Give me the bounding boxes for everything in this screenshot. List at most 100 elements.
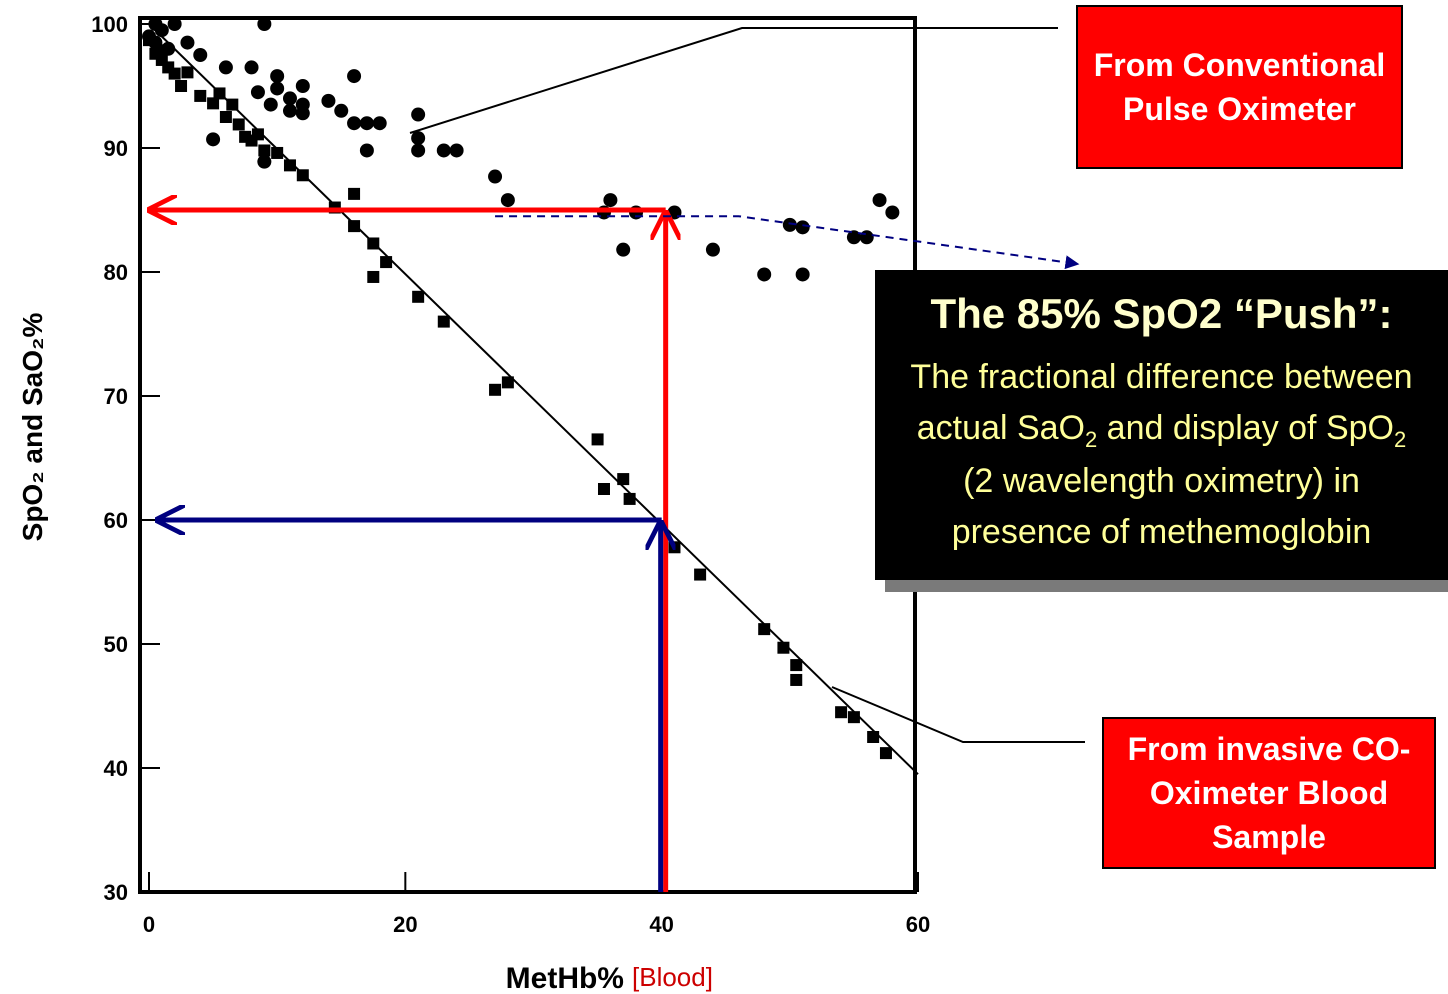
- leader-line-conventional: [409, 27, 1058, 134]
- data-point-circle: [334, 103, 349, 118]
- data-point-circle: [411, 131, 426, 146]
- data-point-circle: [705, 242, 720, 257]
- data-point-square: [213, 87, 226, 100]
- data-point-square: [251, 128, 264, 141]
- data-point-circle: [449, 143, 464, 158]
- push-line-1: The fractional difference between: [910, 358, 1413, 396]
- y-tick-label: 80: [104, 260, 128, 285]
- data-point-circle: [359, 116, 374, 131]
- data-point-square: [245, 134, 258, 147]
- data-point-circle: [782, 217, 797, 232]
- data-point-square: [232, 118, 245, 131]
- data-point-square: [226, 98, 239, 111]
- x-axis-title-suffix: [Blood]: [632, 962, 713, 992]
- push-line-2-sub-1: 2: [1084, 426, 1098, 452]
- data-point-circle: [154, 23, 169, 38]
- data-point-square: [283, 159, 296, 172]
- data-point-circle: [616, 242, 631, 257]
- data-point-circle: [263, 97, 278, 112]
- data-point-square: [271, 146, 284, 159]
- data-point-circle: [321, 93, 336, 108]
- data-point-square: [758, 623, 771, 636]
- data-point-circle: [257, 17, 272, 31]
- fit-line-group: [148, 23, 919, 775]
- data-point-square: [367, 237, 380, 250]
- data-point-square: [181, 66, 194, 79]
- data-point-circle: [411, 107, 426, 122]
- push-body: The fractional difference between actual…: [875, 352, 1448, 558]
- push-line-2-a: actual SaO: [916, 409, 1085, 447]
- data-point-square: [296, 169, 309, 182]
- data-point-square: [790, 673, 803, 686]
- push-annotation-box: The 85% SpO2 “Push”: The fractional diff…: [875, 270, 1448, 580]
- y-axis-title: SpO₂ and SaO₂%: [17, 313, 48, 542]
- push-line-2: actual SaO2 and display of SpO2: [887, 403, 1436, 456]
- data-point-circle: [372, 116, 387, 131]
- data-point-circle: [244, 60, 259, 75]
- data-point-square: [668, 541, 681, 554]
- push-line-2-b: and display of SpO: [1097, 409, 1394, 447]
- push-title: The 85% SpO2 “Push”:: [930, 290, 1393, 337]
- data-point-circle: [411, 143, 426, 158]
- y-tick-label: 40: [104, 756, 128, 781]
- plot-frame: [138, 16, 917, 894]
- data-point-circle: [167, 17, 182, 31]
- data-point-square: [694, 568, 707, 581]
- data-point-square: [597, 483, 610, 495]
- x-tick-label: 40: [649, 912, 673, 937]
- data-point-circle: [193, 48, 208, 62]
- data-point-square: [348, 187, 361, 200]
- data-point-circle: [436, 143, 451, 158]
- data-point-square: [348, 220, 361, 233]
- data-point-square: [591, 433, 604, 446]
- data-point-circle: [282, 103, 297, 118]
- y-tick-label: 50: [104, 632, 128, 657]
- data-point-square: [617, 473, 630, 486]
- data-point-circle: [257, 154, 272, 169]
- data-point-square: [175, 80, 188, 92]
- x-axis-title: MetHb%: [506, 962, 624, 994]
- push-line-4: presence of methemoglobin: [951, 512, 1372, 551]
- callout-invasive-text: From invasive CO-Oximeter Blood Sample: [1127, 730, 1411, 856]
- data-point-square: [194, 89, 207, 102]
- y-tick-label: 90: [104, 136, 128, 161]
- data-point-circle: [872, 193, 887, 208]
- y-tick-label: 30: [104, 880, 128, 905]
- data-point-square: [835, 706, 848, 719]
- data-point-square: [879, 747, 892, 760]
- data-point-circle: [282, 91, 297, 106]
- data-point-circle: [180, 35, 195, 50]
- data-point-square: [489, 383, 502, 396]
- y-tick-label: 70: [104, 384, 128, 409]
- leader-lines: [409, 27, 1085, 743]
- data-point-square: [380, 256, 393, 269]
- data-point-circle: [295, 79, 310, 93]
- x-tick-label: 0: [143, 912, 155, 937]
- data-point-circle: [347, 69, 362, 84]
- leader-line-invasive: [831, 686, 1085, 743]
- data-point-square: [847, 711, 860, 724]
- arrows: [150, 210, 1080, 892]
- data-point-circle: [500, 193, 515, 208]
- fit-line: [148, 23, 919, 775]
- data-point-circle: [757, 267, 772, 282]
- x-tick-label: 60: [906, 912, 930, 937]
- data-point-square: [168, 67, 181, 80]
- data-point-circle: [795, 220, 810, 235]
- y-tick-label: 100: [91, 12, 128, 37]
- data-point-square: [777, 641, 790, 654]
- data-point-circle: [846, 230, 861, 245]
- data-point-circle: [206, 132, 221, 147]
- data-point-square: [501, 376, 514, 389]
- data-point-square: [143, 34, 155, 47]
- data-points: [142, 17, 900, 760]
- data-point-circle: [250, 85, 265, 100]
- y-tick-label: 60: [104, 508, 128, 533]
- x-axis-ticks: 0 20 40 60: [143, 872, 930, 937]
- callout-conventional-text: From Conventional Pulse Oximeter: [1093, 46, 1386, 127]
- callout-conventional-oximeter: From Conventional Pulse Oximeter: [1076, 5, 1403, 169]
- data-point-circle: [295, 106, 310, 121]
- dashed-arrow-to-push-box: [495, 215, 1080, 270]
- data-point-circle: [218, 60, 233, 75]
